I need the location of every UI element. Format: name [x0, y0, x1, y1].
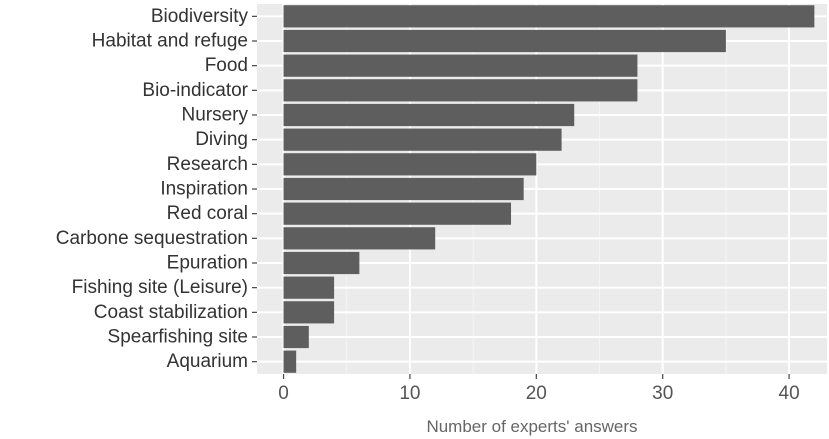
y-tick-label: Nursery — [181, 105, 248, 126]
y-tick-label: Biodiversity — [151, 6, 249, 27]
y-tick-label: Habitat and refuge — [92, 31, 248, 52]
bar — [283, 350, 297, 373]
bar — [283, 54, 638, 77]
y-tick-label: Red coral — [167, 203, 248, 224]
bar — [283, 251, 360, 275]
bar — [283, 177, 524, 201]
bar — [283, 5, 815, 28]
y-tick-label: Food — [205, 55, 248, 76]
bar — [283, 227, 436, 250]
x-tick-label: 0 — [278, 383, 289, 404]
y-tick-label: Spearfishing site — [108, 327, 248, 348]
y-tick-label: Carbone sequestration — [56, 228, 248, 249]
y-axis: Biodiversity Habitat and refuge Food Bio-in… — [56, 6, 257, 372]
bars — [283, 5, 815, 373]
bar — [283, 128, 562, 151]
bar — [283, 276, 335, 299]
x-axis: 0 10 20 30 40 — [278, 374, 800, 404]
y-tick-label: Coast stabilization — [94, 302, 248, 323]
x-tick-label: 20 — [526, 383, 547, 404]
y-tick-label: Inspiration — [160, 179, 248, 200]
bar — [283, 325, 309, 349]
y-tick-label: Research — [167, 154, 248, 175]
y-tick-label: Bio-indicator — [142, 80, 248, 101]
bar — [283, 153, 537, 176]
y-tick-label: Aquarium — [167, 351, 248, 372]
x-axis-title: Number of experts' answers — [426, 417, 637, 436]
bar — [283, 103, 575, 127]
bar — [283, 202, 512, 225]
y-tick-label: Epuration — [167, 253, 248, 274]
bar — [283, 301, 335, 324]
y-tick-label: Diving — [195, 129, 248, 150]
x-tick-label: 40 — [779, 383, 800, 404]
bar — [283, 79, 638, 102]
y-tick-label: Fishing site (Leisure) — [72, 277, 248, 298]
x-tick-label: 10 — [399, 383, 420, 404]
x-tick-label: 30 — [652, 383, 673, 404]
bar — [283, 29, 726, 53]
